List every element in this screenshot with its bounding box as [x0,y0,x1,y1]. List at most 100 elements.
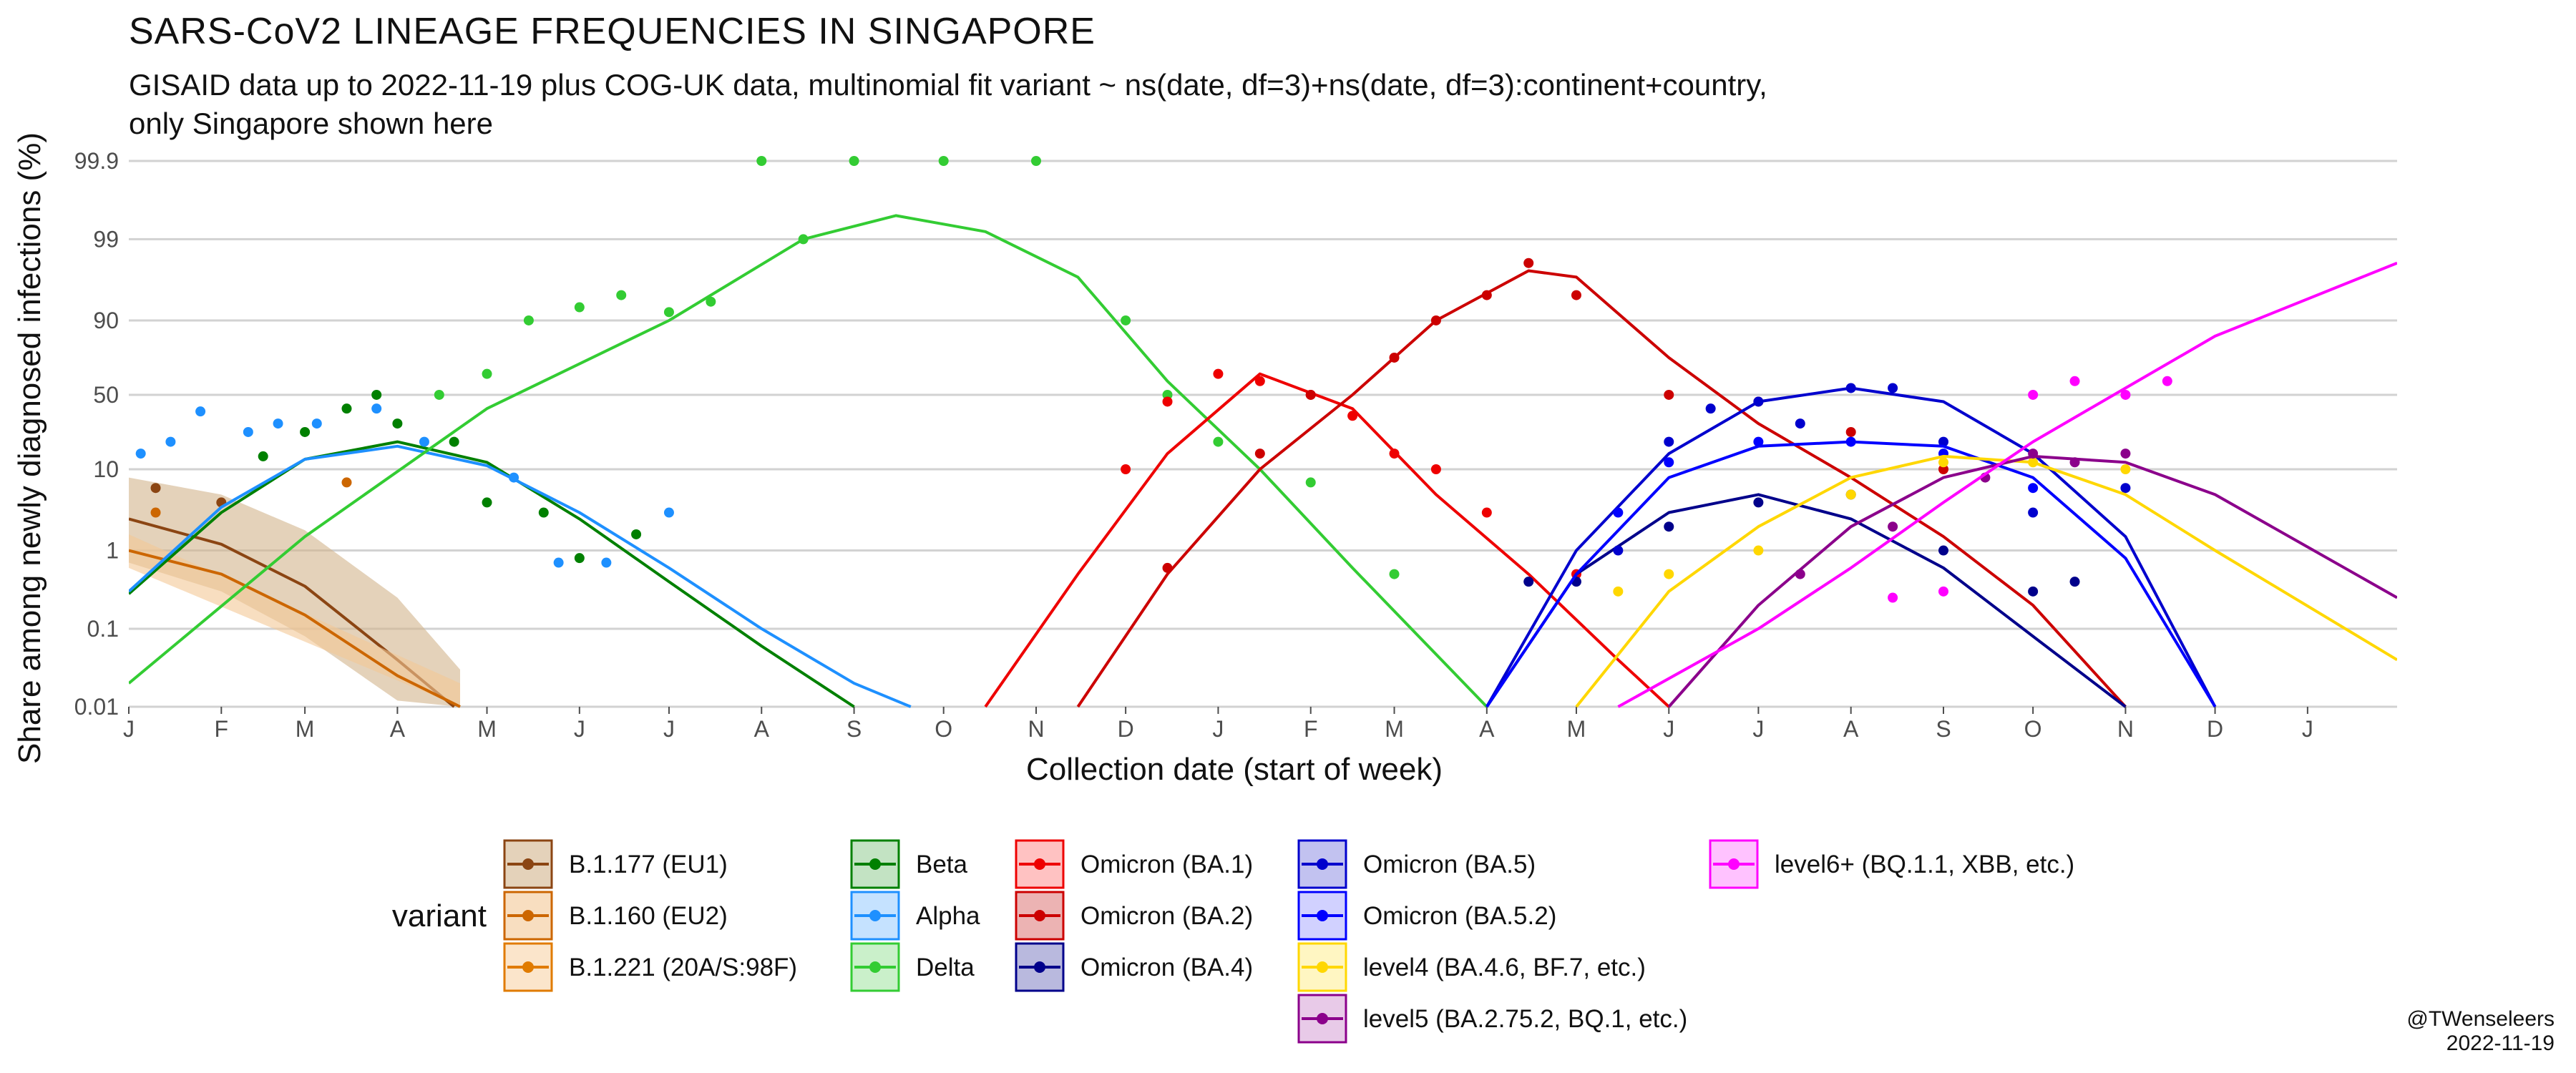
data-point-omicron-ba-1 [1481,507,1492,518]
data-point-delta [1213,436,1224,447]
legend-key-point [1317,961,1328,973]
data-point-omicron-ba-5 [1613,545,1624,556]
data-point-beta [371,389,382,400]
data-point-level4-ba-4-6-bf-7-etc [2120,464,2131,474]
x-tick-label: O [935,716,952,742]
legend-item-delta: Delta [850,942,975,992]
data-point-omicron-ba-2 [1664,389,1674,400]
x-tick-label: J [1212,716,1224,742]
legend-label: Omicron (BA.4) [1080,954,1253,981]
data-point-beta [449,436,459,447]
x-tick-label: A [1479,716,1495,742]
data-point-level6-bq-1-1-xbb-etc [2162,376,2172,386]
y-tick-label: 90 [93,308,119,333]
legend-key-point [1728,858,1740,870]
data-point-omicron-ba-1 [1347,411,1358,421]
data-point-omicron-ba-2 [1389,352,1400,363]
data-point-level4-ba-4-6-bf-7-etc [1613,586,1624,597]
x-tick-label: S [847,716,862,742]
data-point-level6-bq-1-1-xbb-etc [1888,592,1898,603]
legend-key-point [1317,858,1328,870]
data-point-omicron-ba-5-2 [2028,483,2039,494]
data-point-omicron-ba-5 [1705,403,1716,414]
data-point-omicron-ba-5 [1795,418,1805,429]
legend-key-point [869,961,881,973]
data-point-alpha [371,403,382,414]
data-point-level6-bq-1-1-xbb-etc [2069,376,2080,386]
fit-line-level6-bq-1-1-xbb-etc [1617,261,2397,708]
legend-key-point [1317,910,1328,921]
chart-title: SARS-CoV2 LINEAGE FREQUENCIES IN SINGAPO… [129,11,1096,52]
legend-key-point [1034,961,1045,973]
data-point-beta [538,507,549,518]
fit-line-omicron-ba-1 [984,372,1670,708]
data-point-omicron-ba-2 [1254,449,1265,459]
chart-subtitle: GISAID data up to 2022-11-19 plus COG-UK… [129,68,1767,140]
data-point-omicron-ba-5-2 [1753,436,1764,447]
legend-label: level5 (BA.2.75.2, BQ.1, etc.) [1363,1005,1687,1033]
data-point-level5-ba-2-75-2-bq-1-etc [2069,457,2080,468]
y-tick-label: 99.9 [74,148,119,174]
data-point-delta [798,234,809,245]
data-point-level5-ba-2-75-2-bq-1-etc [1795,569,1805,579]
data-point-alpha [243,426,253,437]
legend-key-point [522,961,534,973]
data-point-omicron-ba-2 [1430,315,1441,325]
fit-line-level4-ba-4-6-bf-7-etc [1575,454,2397,708]
data-point-omicron-ba-5 [2028,507,2039,518]
x-tick-label: D [1118,716,1134,742]
data-point-alpha [419,436,429,447]
x-tick-label: N [2117,716,2134,742]
legend-key-point [1317,1013,1328,1024]
x-tick-label: A [754,716,770,742]
legend-label: Omicron (BA.1) [1080,851,1253,878]
legend-label: Delta [916,954,975,981]
data-point-level5-ba-2-75-2-bq-1-etc [1888,521,1898,532]
data-point-omicron-ba-5 [1664,436,1674,447]
legend-key-point [1034,858,1045,870]
x-tick-label: M [296,716,315,742]
data-point-alpha [509,472,519,483]
legend-key-point [522,858,534,870]
data-point-omicron-ba-2 [1571,290,1581,300]
data-point-beta [258,451,268,461]
legend-item-level6-bq-1-1-xbb-etc: level6+ (BQ.1.1, XBB, etc.) [1709,839,2074,889]
data-point-level5-ba-2-75-2-bq-1-etc [2120,449,2131,459]
data-point-omicron-ba-2 [1481,290,1492,300]
data-point-alpha [165,436,176,447]
data-point-level5-ba-2-75-2-bq-1-etc [2028,449,2039,459]
x-tick-label: N [1028,716,1044,742]
x-tick-label: J [574,716,585,742]
y-tick-label: 0.01 [74,694,119,720]
data-point-level4-ba-4-6-bf-7-etc [2028,457,2039,468]
data-point-omicron-ba-5 [1888,383,1898,393]
y-tick-label: 0.1 [87,616,119,642]
data-point-omicron-ba-2 [1162,562,1173,573]
data-point-alpha [135,449,146,459]
x-tick-label: J [1663,716,1674,742]
x-tick-label: S [1936,716,1951,742]
legend-label: level6+ (BQ.1.1, XBB, etc.) [1775,851,2074,878]
legend-title: variant [392,898,487,934]
data-point-delta [523,315,534,325]
legend-item-alpha: Alpha [850,891,980,941]
data-point-omicron-ba-2 [1938,464,1948,474]
data-point-delta [663,307,674,318]
data-point-delta [1121,315,1131,325]
legend-item-level5-ba-2-75-2-bq-1-etc: level5 (BA.2.75.2, BQ.1, etc.) [1297,994,1687,1044]
x-axis-title: Collection date (start of week) [1026,752,1443,787]
legend-item-omicron-ba-4: Omicron (BA.4) [1015,942,1253,992]
legend: variant B.1.177 (EU1) B.1.160 (EU2) B.1.221… [392,839,2074,1044]
data-point-b-1-160-eu2 [341,477,352,488]
data-point-omicron-ba-2 [1845,426,1856,437]
data-point-beta [300,426,311,437]
legend-item-b-1-221-20a-s-98f: B.1.221 (20A/S:98F) [503,942,797,992]
data-point-beta [341,403,352,414]
data-point-omicron-ba-5 [1845,383,1856,393]
fit-line-omicron-ba-2 [1076,269,2127,708]
data-point-omicron-ba-5 [1753,396,1764,407]
data-point-delta [482,368,492,379]
x-tick-label: M [477,716,497,742]
y-tick-label: 99 [93,226,119,252]
